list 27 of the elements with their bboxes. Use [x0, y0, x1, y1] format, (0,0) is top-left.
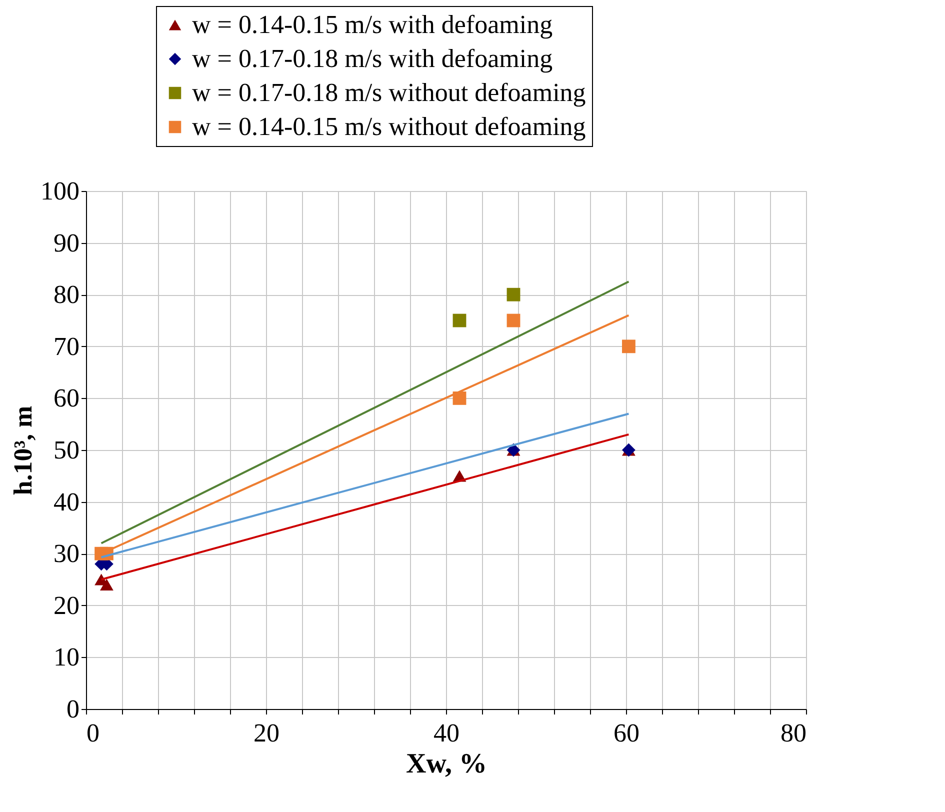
x-tick-label: 20	[254, 718, 280, 748]
y-tick-label: 60	[54, 384, 80, 413]
y-tick-label: 0	[66, 694, 80, 724]
point	[506, 288, 520, 302]
y-tick-label: 50	[54, 436, 80, 464]
x-tick-label: 80	[780, 718, 806, 748]
y-axis-title: h.10³, m	[8, 405, 38, 496]
legend-label: w = 0.17-0.18 m/s with defoaming	[192, 44, 553, 73]
point	[100, 578, 114, 590]
legend-label: w = 0.14-0.15 m/s with defoaming	[192, 10, 553, 39]
y-tick-label: 90	[54, 228, 80, 258]
point	[452, 314, 466, 328]
y-tick-label: 30	[54, 539, 80, 568]
legend-label: w = 0.14-0.15 m/s without defoaming	[192, 112, 586, 141]
y-tick-label: 10	[54, 642, 80, 672]
y-tick-label: 40	[54, 487, 80, 516]
y-tick-label: 80	[54, 280, 80, 310]
y-tick-label: 20	[54, 590, 80, 620]
x-axis-title: Xw, %	[406, 748, 487, 780]
point	[506, 314, 520, 328]
point	[622, 340, 636, 354]
x-tick-label: 40	[434, 718, 460, 748]
y-tick-label: 70	[54, 332, 80, 361]
x-tick-label: 60	[614, 718, 640, 748]
y-tick-label: 100	[40, 176, 80, 206]
x-tick-label: 0	[86, 718, 100, 748]
legend-label: w = 0.17-0.18 m/s without defoaming	[192, 78, 586, 107]
